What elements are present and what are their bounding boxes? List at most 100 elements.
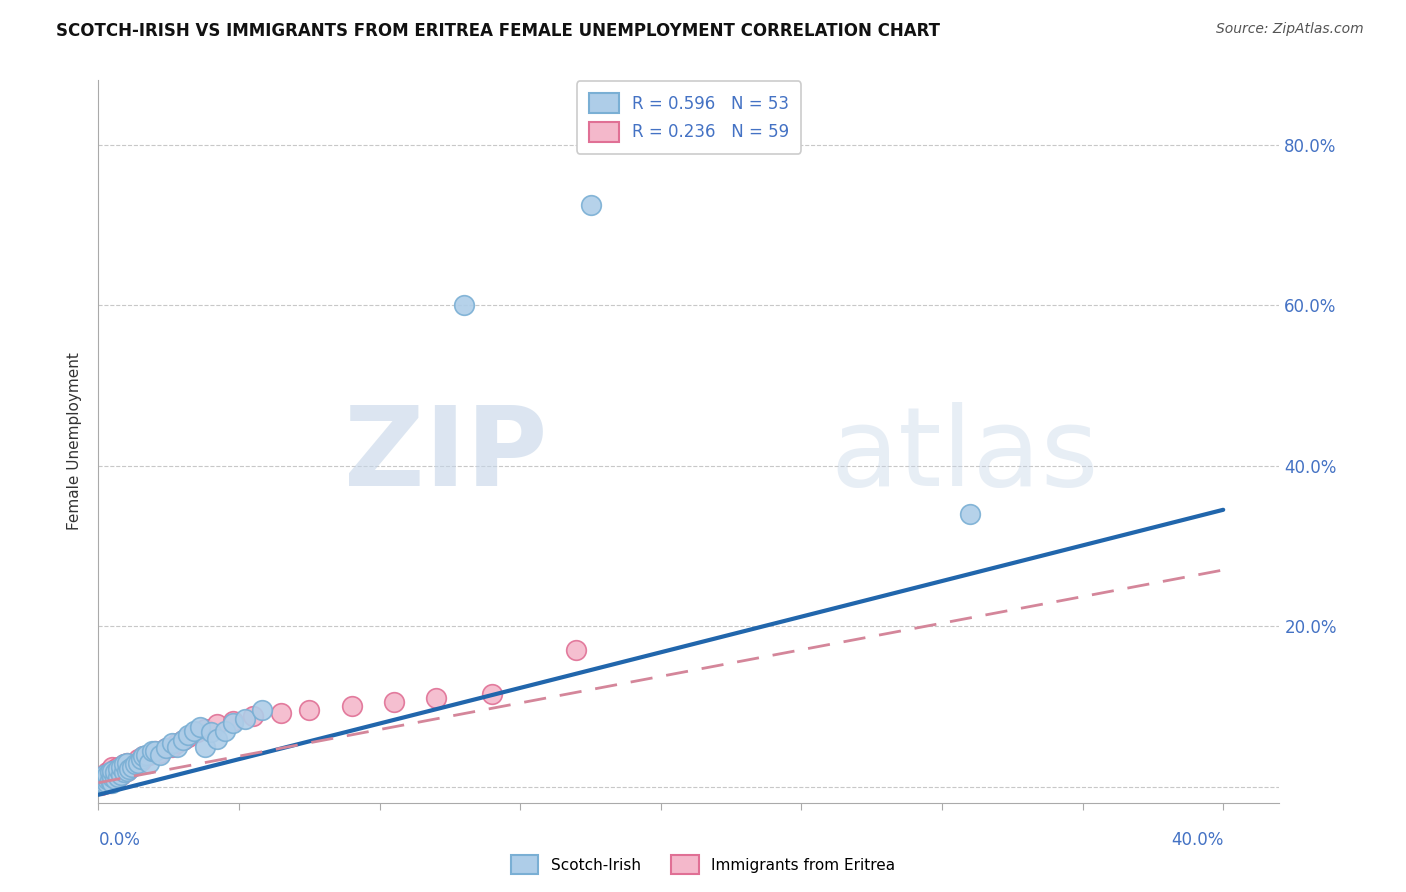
Point <box>101 770 124 784</box>
Point <box>98 772 121 786</box>
Point <box>107 762 129 776</box>
Point <box>132 749 155 764</box>
Point <box>194 722 217 736</box>
Point <box>104 762 127 776</box>
Point <box>205 731 228 746</box>
Point <box>118 762 141 776</box>
Point <box>127 756 149 770</box>
Point <box>96 765 118 780</box>
Point <box>250 703 273 717</box>
Point <box>155 741 177 756</box>
Point <box>135 747 157 762</box>
Point <box>200 725 222 739</box>
Point <box>188 719 211 733</box>
Point <box>115 756 138 770</box>
Point <box>115 756 138 770</box>
Point <box>129 751 152 765</box>
Point <box>93 775 115 789</box>
Text: Source: ZipAtlas.com: Source: ZipAtlas.com <box>1216 22 1364 37</box>
Point <box>115 764 138 778</box>
Point <box>298 703 321 717</box>
Point <box>143 744 166 758</box>
Point <box>93 772 115 786</box>
Point <box>160 739 183 754</box>
Point <box>101 764 124 778</box>
Point <box>186 725 208 739</box>
Point <box>90 773 112 788</box>
Point <box>242 709 264 723</box>
Text: ZIP: ZIP <box>344 402 547 509</box>
Point <box>110 762 132 776</box>
Point <box>96 776 118 790</box>
Point <box>90 772 112 786</box>
Point <box>481 687 503 701</box>
Point <box>172 733 194 747</box>
Point <box>96 772 118 786</box>
Point <box>104 767 127 781</box>
Point <box>127 751 149 765</box>
Point <box>453 298 475 312</box>
Point <box>270 706 292 720</box>
Point <box>101 770 124 784</box>
Point <box>112 765 135 780</box>
Point <box>132 749 155 764</box>
Point <box>222 715 245 730</box>
Point <box>121 757 143 772</box>
Point <box>194 739 217 754</box>
Point <box>166 735 188 749</box>
Point <box>112 765 135 780</box>
Point <box>118 760 141 774</box>
Point <box>155 741 177 756</box>
Point <box>115 764 138 778</box>
Point <box>110 767 132 781</box>
Point <box>112 757 135 772</box>
Point <box>340 699 363 714</box>
Point <box>93 767 115 781</box>
Text: 0.0%: 0.0% <box>98 831 141 849</box>
Point <box>124 757 146 772</box>
Point <box>104 772 127 786</box>
Point <box>172 733 194 747</box>
Point <box>98 773 121 788</box>
Point <box>98 764 121 778</box>
Point <box>166 739 188 754</box>
Point <box>107 770 129 784</box>
Point <box>90 773 112 788</box>
Point <box>90 776 112 790</box>
Point <box>93 777 115 791</box>
Point <box>98 767 121 781</box>
Point <box>233 712 256 726</box>
Point <box>101 773 124 788</box>
Point <box>104 772 127 786</box>
Point <box>959 507 981 521</box>
Point <box>110 767 132 781</box>
Point <box>177 730 200 744</box>
Point <box>96 770 118 784</box>
Text: atlas: atlas <box>831 402 1099 509</box>
Point <box>222 714 245 728</box>
Point <box>90 776 112 790</box>
Point <box>98 776 121 790</box>
Point <box>124 756 146 770</box>
Point <box>96 776 118 790</box>
Point <box>138 747 160 762</box>
Point <box>565 643 588 657</box>
Point <box>90 778 112 792</box>
Text: 40.0%: 40.0% <box>1171 831 1223 849</box>
Point <box>93 776 115 790</box>
Point <box>101 776 124 790</box>
Point <box>149 746 172 760</box>
Point <box>138 756 160 770</box>
Point <box>93 770 115 784</box>
Point <box>112 757 135 772</box>
Point <box>129 754 152 768</box>
Point <box>177 728 200 742</box>
Point <box>121 760 143 774</box>
Point <box>143 744 166 758</box>
Point <box>93 773 115 788</box>
Point <box>425 691 447 706</box>
Text: SCOTCH-IRISH VS IMMIGRANTS FROM ERITREA FEMALE UNEMPLOYMENT CORRELATION CHART: SCOTCH-IRISH VS IMMIGRANTS FROM ERITREA … <box>56 22 941 40</box>
Point <box>107 770 129 784</box>
Point <box>93 767 115 781</box>
Point <box>101 765 124 780</box>
